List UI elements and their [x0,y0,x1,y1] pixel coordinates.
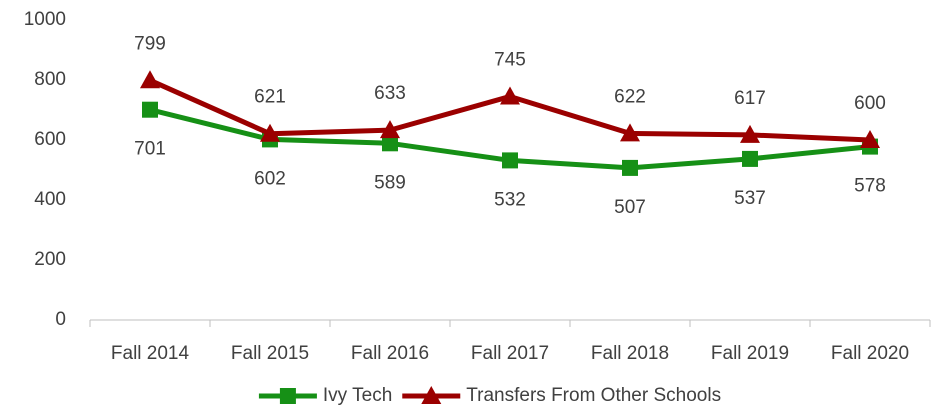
x-tick-label: Fall 2017 [471,343,549,364]
y-tick-label: 200 [34,249,66,270]
point [260,123,280,142]
data-label: 589 [374,172,406,193]
data-label: 537 [734,188,766,209]
y-tick-label: 800 [34,69,66,90]
x-tick-label: Fall 2015 [231,343,309,364]
point [622,159,638,176]
y-tick-label: 1000 [24,9,66,30]
legend-marker [279,388,296,404]
point [500,86,520,105]
legend-marker [421,386,442,404]
point [620,123,640,142]
data-label: 532 [494,189,526,210]
legend-label: Ivy Tech [323,385,392,406]
x-tick-label: Fall 2019 [711,343,789,364]
y-tick-label: 0 [55,309,66,330]
data-label: 621 [254,87,286,108]
data-label: 617 [734,88,766,109]
data-label: 507 [614,197,646,218]
data-label: 602 [254,168,286,189]
data-label: 600 [854,93,886,114]
data-label: 745 [494,50,526,71]
point [742,150,758,167]
data-label: 701 [134,139,166,160]
point [140,70,160,89]
x-tick-label: Fall 2020 [831,343,909,364]
point [502,152,518,169]
x-tick-label: Fall 2014 [111,343,190,364]
data-label: 799 [134,33,166,54]
x-tick-label: Fall 2018 [591,343,669,364]
point [380,120,400,139]
data-label: 578 [854,176,886,197]
point [740,124,760,143]
x-tick-label: Fall 2016 [351,343,429,364]
point [382,135,398,152]
point [860,130,880,148]
y-tick-label: 400 [34,189,66,210]
legend-label: Transfers From Other Schools [466,385,721,406]
data-label: 633 [374,83,406,104]
y-tick-label: 600 [34,129,66,150]
data-label: 622 [614,86,646,107]
point [142,101,158,118]
